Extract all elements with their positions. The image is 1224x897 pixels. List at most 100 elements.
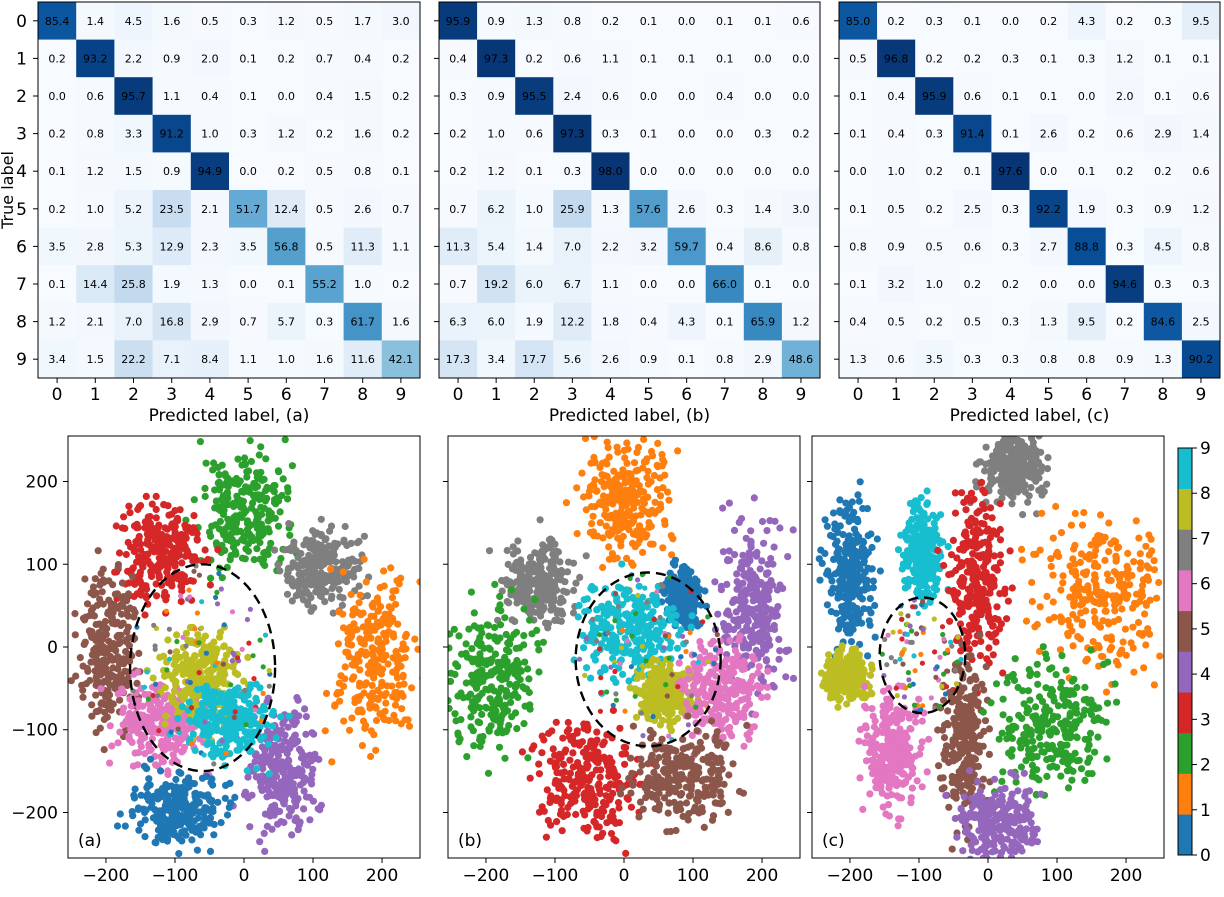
x-tick-label: 0 (853, 385, 864, 405)
cluster-point-5 (93, 677, 101, 685)
heatmap-cell (439, 265, 478, 304)
cluster-point-5 (96, 646, 104, 655)
cluster-point-3 (177, 532, 185, 540)
heatmap-cell (839, 302, 878, 341)
cluster-point-7 (526, 610, 534, 618)
cluster-point-7 (283, 590, 292, 598)
cluster-point-4 (264, 782, 272, 790)
x-tick-label: 0 (52, 385, 63, 405)
heatmap-cell (991, 152, 1030, 191)
cluster-point-2 (499, 670, 507, 678)
cluster-point-7 (538, 581, 546, 589)
cluster-point-7 (535, 571, 543, 579)
cluster-point-5 (89, 583, 97, 591)
heatmap-cell (667, 265, 706, 304)
cluster-point-0 (687, 605, 696, 614)
cluster-point-2 (465, 625, 473, 633)
heatmap-cell (991, 77, 1030, 116)
cluster-point-4 (246, 823, 254, 831)
cluster-point-5 (135, 649, 143, 658)
cell-value: 0.2 (1040, 15, 1058, 28)
x-tick-label: 5 (643, 385, 654, 405)
cluster-point-0 (180, 827, 188, 835)
cluster-point-0 (203, 772, 211, 781)
mixed-point (152, 681, 159, 687)
cluster-point-4 (244, 773, 252, 781)
cluster-point-1 (356, 635, 364, 643)
heatmap-cell (515, 77, 554, 116)
cluster-point-2 (265, 507, 273, 515)
cluster-point-1 (401, 633, 409, 641)
heatmap-cell (1143, 152, 1183, 191)
y-tick-label: 6 (16, 237, 27, 257)
heatmap-cell (439, 340, 478, 379)
cluster-point-7 (516, 584, 524, 592)
cluster-point-5 (97, 669, 105, 677)
cluster-point-0 (141, 816, 149, 824)
cell-value: 1.2 (487, 165, 505, 178)
cell-value: 0.2 (1116, 165, 1134, 178)
cluster-point-2 (253, 516, 261, 525)
cluster-point-5 (95, 620, 104, 628)
cluster-point-4 (782, 646, 790, 655)
mixed-point (258, 718, 264, 724)
cluster-point-7 (340, 536, 348, 544)
cluster-point-9 (666, 644, 674, 652)
mixed-point (260, 664, 266, 670)
cluster-point-5 (80, 640, 88, 649)
cluster-point-1 (373, 667, 381, 675)
cell-value: 9.5 (1192, 15, 1210, 28)
cell-value: 0.7 (449, 278, 467, 291)
heatmap-cell (1181, 114, 1221, 153)
cluster-point-1 (373, 594, 382, 602)
heatmap-cell (477, 227, 516, 266)
cluster-point-9 (620, 591, 628, 599)
x-tick-label: 4 (605, 385, 616, 405)
cluster-point-4 (735, 518, 743, 527)
heatmap-cell (1143, 39, 1183, 78)
cluster-point-5 (97, 569, 105, 578)
heatmap-cell (477, 2, 516, 40)
cluster-point-2 (448, 602, 449, 606)
cell-value: 0.1 (716, 316, 734, 329)
cluster-point-1 (659, 484, 667, 492)
cluster-point-0 (158, 784, 166, 793)
heatmap-cell (439, 152, 478, 191)
cluster-point-5 (113, 632, 121, 641)
heatmap-cell (629, 114, 668, 153)
heatmap-cell (343, 340, 383, 379)
cluster-point-0 (134, 804, 142, 812)
cluster-point-1 (582, 506, 590, 514)
cluster-point-7 (317, 561, 325, 569)
heatmap-cell (439, 2, 478, 40)
cluster-point-1 (626, 520, 634, 528)
cluster-point-3 (142, 582, 150, 590)
cell-value: 1.0 (887, 165, 905, 178)
heatmap-cell (667, 227, 706, 266)
heatmap-cell (781, 152, 821, 191)
heatmap-cell (553, 302, 592, 341)
cluster-point-2 (501, 614, 509, 622)
mixed-point (186, 587, 192, 593)
cluster-point-9 (203, 684, 211, 692)
cluster-points (68, 436, 420, 858)
cluster-point-7 (329, 609, 337, 617)
cell-value: 0.9 (887, 240, 905, 253)
cluster-point-1 (371, 703, 379, 711)
cluster-point-2 (470, 622, 478, 630)
cluster-point-2 (215, 486, 224, 494)
heatmap-cell (343, 39, 383, 78)
heatmap-cell (229, 190, 268, 228)
cluster-point-2 (475, 692, 483, 700)
cluster-point-1 (398, 705, 406, 713)
mixed-point (196, 670, 202, 676)
cluster-point-4 (758, 517, 767, 526)
cell-value: 0.2 (48, 128, 66, 141)
cluster-point-2 (517, 667, 525, 675)
cluster-point-1 (621, 454, 629, 462)
cluster-point-1 (378, 678, 386, 686)
heatmap-cell (991, 302, 1030, 341)
cluster-point-1 (327, 565, 335, 573)
cluster-point-7 (576, 573, 584, 582)
cluster-point-6 (158, 758, 166, 766)
